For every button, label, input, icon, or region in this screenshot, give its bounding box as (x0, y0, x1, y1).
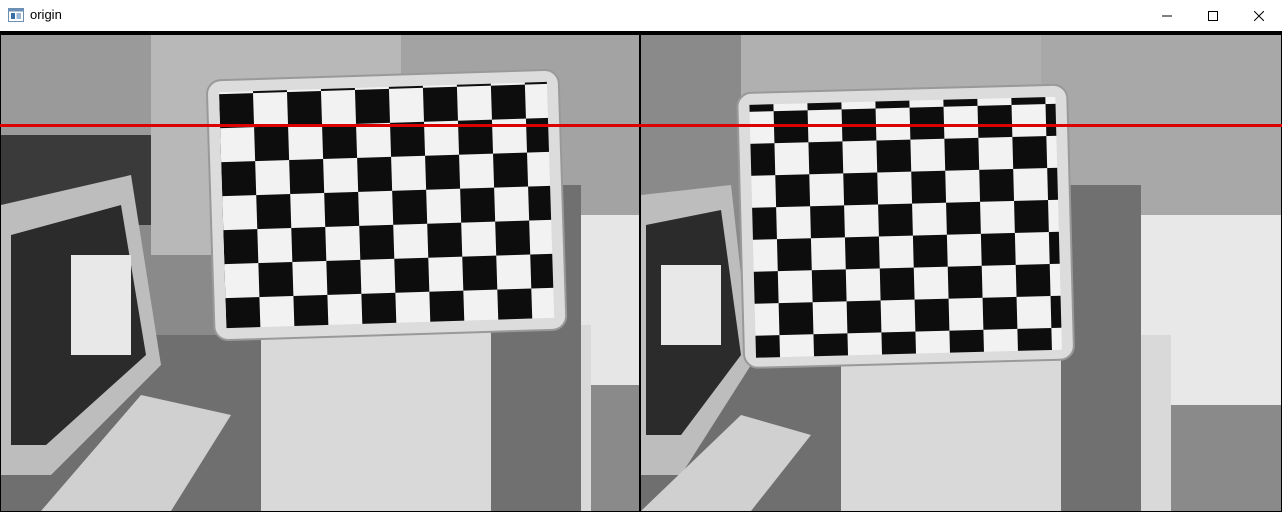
image-canvas[interactable] (0, 31, 1282, 512)
maximize-button[interactable] (1190, 0, 1236, 31)
app-window-icon (8, 8, 24, 22)
title-bar[interactable]: origin (0, 0, 1282, 32)
horizontal-red-line (0, 124, 1282, 127)
close-button[interactable] (1236, 0, 1282, 31)
maximize-icon (1208, 10, 1218, 21)
minimize-icon (1162, 15, 1172, 16)
window-title: origin (30, 7, 62, 22)
minimize-button[interactable] (1144, 0, 1190, 31)
window-controls (1144, 0, 1282, 31)
right-scene (641, 35, 1281, 511)
left-camera-view (1, 35, 639, 511)
left-scene (1, 35, 639, 511)
close-icon (1254, 10, 1264, 21)
right-camera-view (641, 35, 1281, 511)
